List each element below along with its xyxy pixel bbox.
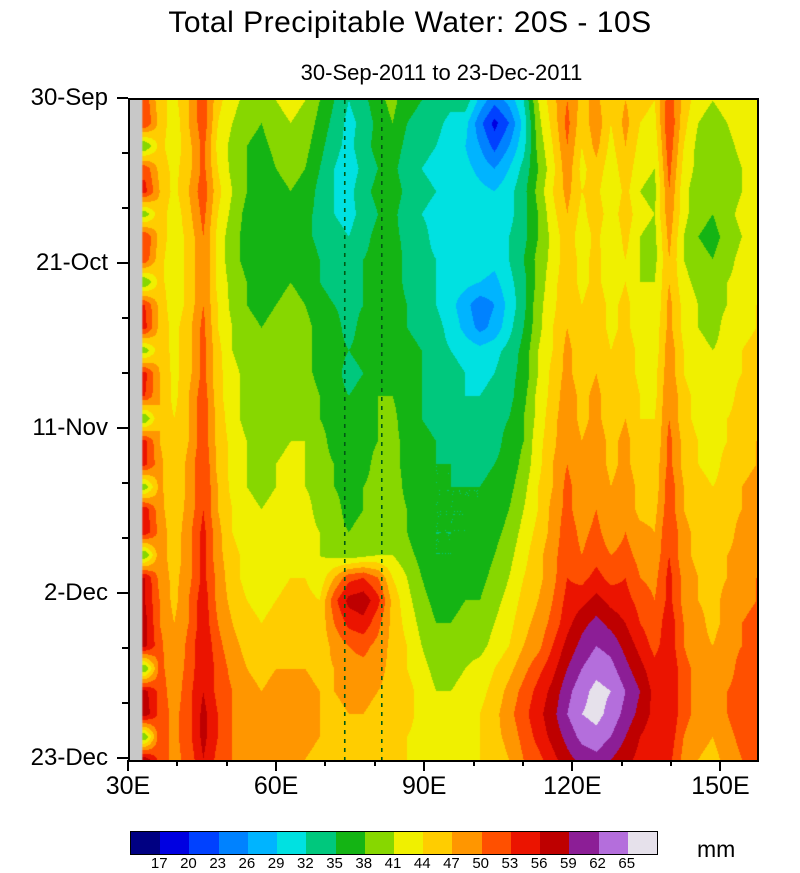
colorbar-cell <box>218 832 248 854</box>
colorbar-cell <box>189 832 219 854</box>
y-minor-tick <box>122 207 128 209</box>
x-tick-label: 150E <box>691 772 750 800</box>
colorbar-cell <box>452 832 482 854</box>
y-minor-tick <box>122 482 128 484</box>
x-tick-label: 120E <box>543 772 602 800</box>
colorbar-cell <box>393 832 424 854</box>
x-minor-tick <box>620 760 623 766</box>
y-tick-label: 30-Sep <box>30 84 108 111</box>
y-minor-tick <box>122 647 128 649</box>
x-major-tick <box>127 760 129 771</box>
colorbar-cell <box>540 832 570 854</box>
colorbar-cell <box>364 832 394 854</box>
x-major-tick <box>423 760 426 771</box>
y-tick-label: 23-Dec <box>30 744 108 771</box>
x-major-tick <box>571 760 574 771</box>
y-minor-tick <box>122 372 128 374</box>
colorbar-cell <box>277 832 307 854</box>
x-minor-tick <box>324 760 327 766</box>
y-major-tick <box>117 757 128 759</box>
x-tick-label: 60E <box>253 772 299 800</box>
colorbar-tick-label: 47 <box>443 855 460 872</box>
y-major-tick <box>117 592 128 594</box>
colorbar-tick-label: 32 <box>296 855 314 872</box>
colorbar-tick-label: 65 <box>618 855 636 872</box>
colorbar-cell <box>247 832 278 854</box>
colorbar-tick-label: 41 <box>384 855 402 872</box>
colorbar-cell <box>481 832 511 854</box>
y-minor-tick <box>122 537 128 539</box>
x-minor-tick <box>176 760 179 766</box>
x-tick-label: 30E <box>105 772 151 800</box>
colorbar-cell <box>423 832 453 854</box>
x-tick-label: 90E <box>401 772 447 800</box>
colorbar-tick-label: 23 <box>209 855 226 872</box>
colorbar-labels: 17 20 23 26 29 32 35 38 41 44 47 50 53 56 59 62 65 <box>130 855 656 873</box>
colorbar-tick-label: 50 <box>472 855 489 872</box>
x-major-tick <box>719 760 722 771</box>
colorbar-cell <box>569 832 599 854</box>
y-minor-tick <box>122 152 128 154</box>
reference-lines-overlay <box>343 100 383 760</box>
unit-label: mm <box>697 836 736 862</box>
colorbar-cell <box>306 832 336 854</box>
colorbar-tick-label: 26 <box>238 855 256 872</box>
y-major-tick <box>117 97 128 99</box>
y-tick-label: 21-Oct <box>35 249 108 276</box>
colorbar-cell <box>510 832 541 854</box>
plot-area <box>128 98 759 762</box>
x-minor-tick <box>373 760 376 766</box>
colorbar-tick-label: 17 <box>150 855 168 872</box>
heatmap-canvas <box>130 100 757 760</box>
colorbar-cell <box>627 832 657 854</box>
y-tick-label: 2-Dec <box>43 579 108 606</box>
x-minor-tick <box>670 760 673 766</box>
colorbar-tick-label: 20 <box>180 855 197 872</box>
colorbar <box>130 831 658 855</box>
colorbar-cell <box>335 832 365 854</box>
colorbar-cell <box>131 832 161 854</box>
y-minor-tick <box>122 702 128 704</box>
colorbar-tick-label: 29 <box>267 855 285 872</box>
colorbar-tick-label: 62 <box>589 855 606 872</box>
colorbar-tick-label: 56 <box>530 855 548 872</box>
y-major-tick <box>117 262 128 264</box>
chart-subtitle: 30-Sep-2011 to 23-Dec-2011 <box>300 60 583 85</box>
colorbar-tick-label: 53 <box>501 855 519 872</box>
y-tick-label: 11-Nov <box>32 414 108 441</box>
colorbar-tick-label: 59 <box>559 855 577 872</box>
x-major-tick <box>275 760 278 771</box>
colorbar-cell <box>598 832 628 854</box>
x-minor-tick <box>521 760 524 766</box>
y-minor-tick <box>122 317 128 319</box>
chart-title: Total Precipitable Water: 20S - 10S <box>168 6 652 39</box>
x-minor-tick <box>225 760 228 766</box>
colorbar-tick-label: 44 <box>413 855 431 872</box>
x-minor-tick <box>472 760 475 766</box>
colorbar-cell <box>160 832 190 854</box>
colorbar-tick-label: 38 <box>355 855 373 872</box>
y-major-tick <box>117 427 128 429</box>
colorbar-tick-label: 35 <box>326 855 343 872</box>
